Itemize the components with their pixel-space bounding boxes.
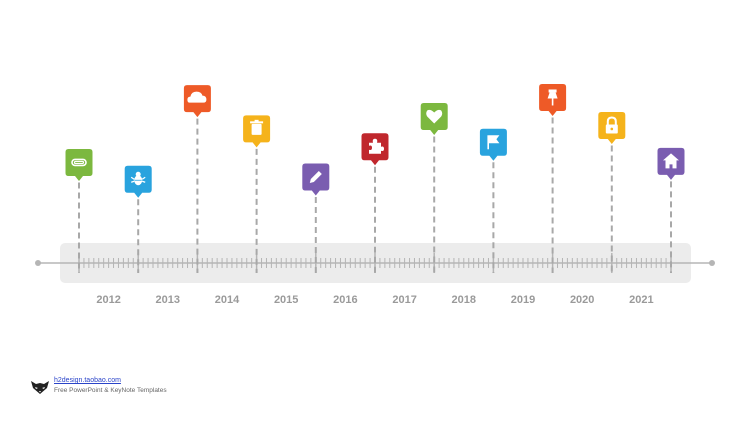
year-label: 2013	[155, 294, 181, 306]
fox-logo-icon	[31, 381, 49, 394]
bug-icon	[130, 171, 146, 186]
milestone	[479, 128, 507, 273]
footer-subtitle: Free PowerPoint & KeyNote Templates	[54, 387, 167, 394]
milestone	[302, 163, 330, 273]
year-label: 2016	[333, 294, 358, 306]
milestone	[183, 85, 211, 273]
heart-icon	[426, 109, 443, 124]
year-label: 2017	[392, 294, 417, 306]
milestone	[657, 147, 685, 273]
milestone	[65, 148, 93, 273]
footer-link[interactable]: h2design.taobao.com	[54, 377, 121, 384]
milestone-badge	[479, 128, 507, 161]
milestone	[598, 111, 626, 273]
year-label: 2019	[510, 294, 536, 306]
year-label: 2020	[569, 294, 595, 306]
year-label: 2021	[629, 294, 654, 306]
flag-icon	[487, 135, 500, 150]
year-label: 2015	[273, 294, 299, 306]
pencil-icon	[309, 171, 322, 183]
lock-icon	[605, 116, 618, 134]
puzzle-icon	[369, 138, 384, 154]
paperclip-icon	[71, 158, 87, 167]
cloud-icon	[187, 91, 207, 103]
home-icon	[663, 153, 679, 169]
axis-end-dot	[709, 260, 715, 266]
year-label: 2018	[451, 294, 477, 306]
axis-start-dot	[35, 260, 41, 266]
pushpin-icon	[547, 89, 558, 106]
milestones	[65, 83, 685, 273]
year-label: 2014	[214, 294, 240, 306]
milestone	[243, 115, 271, 273]
year-label: 2012	[96, 294, 121, 306]
milestone	[420, 103, 448, 273]
milestone	[361, 133, 389, 273]
milestone	[539, 83, 567, 273]
milestone	[124, 165, 152, 273]
trash-icon	[250, 119, 264, 135]
